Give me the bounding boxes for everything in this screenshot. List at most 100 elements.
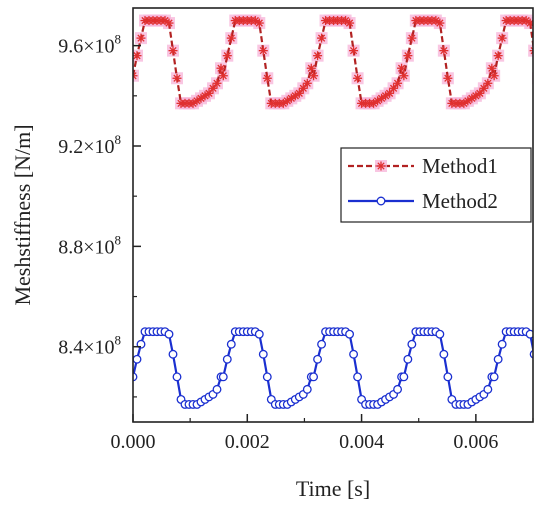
- data-point: [168, 46, 178, 56]
- asterisk-stroke: [480, 84, 488, 92]
- data-point: [302, 78, 312, 88]
- asterisk-stroke: [488, 64, 496, 72]
- asterisk-stroke: [393, 79, 402, 87]
- data-point: [393, 384, 403, 394]
- data-point: [403, 354, 413, 364]
- data-point: [298, 83, 308, 93]
- data-point: [439, 349, 449, 359]
- data-point: [133, 354, 142, 364]
- data-point: [349, 46, 359, 56]
- asterisk-stroke: [219, 72, 227, 80]
- data-point: [222, 51, 232, 61]
- data-point: [172, 73, 182, 83]
- data-point: [399, 372, 409, 382]
- asterisk-stroke: [476, 89, 484, 97]
- legend-circle-marker: [376, 196, 386, 206]
- data-point: [345, 329, 355, 339]
- asterisk-stroke: [133, 74, 137, 80]
- data-point: [493, 51, 503, 61]
- data-point: [479, 83, 489, 93]
- data-point: [443, 372, 453, 382]
- y-tick-label: 8.4×108: [58, 333, 121, 359]
- data-point: [313, 354, 323, 364]
- asterisk-stroke: [295, 89, 303, 97]
- y-tick-label: 9.6×108: [58, 32, 121, 58]
- data-point: [212, 384, 222, 394]
- data-point: [212, 78, 222, 88]
- data-point: [389, 83, 399, 93]
- data-point: [475, 88, 485, 98]
- asterisk-stroke: [309, 72, 318, 80]
- data-point: [309, 372, 319, 382]
- data-point: [529, 47, 533, 55]
- y-axis-label: Meshstiffness [N/m]: [10, 124, 35, 305]
- data-point: [439, 46, 449, 56]
- series-method1: [133, 14, 533, 110]
- legend-label-method2: Method2: [422, 189, 498, 213]
- legend-circle: [376, 196, 386, 206]
- data-point: [254, 329, 264, 339]
- data-point: [443, 73, 453, 83]
- data-point: [493, 354, 503, 364]
- data-point: [208, 83, 218, 93]
- y-tick-label: 9.2×108: [58, 132, 121, 158]
- asterisk-stroke: [530, 50, 533, 55]
- asterisk-stroke: [432, 16, 440, 25]
- asterisk-stroke: [490, 72, 498, 80]
- data-point: [133, 372, 138, 382]
- asterisk-stroke: [205, 89, 213, 97]
- legend-asterisk-marker: [375, 160, 387, 172]
- data-point: [164, 329, 174, 339]
- data-point: [525, 329, 533, 339]
- asterisk-stroke: [345, 19, 354, 27]
- asterisk-stroke: [303, 79, 311, 87]
- asterisk-stroke: [173, 74, 181, 82]
- data-point: [313, 51, 323, 61]
- asterisk-stroke: [317, 34, 326, 42]
- data-point: [222, 354, 232, 364]
- asterisk-stroke: [404, 52, 412, 60]
- data-point: [258, 46, 268, 56]
- data-point: [226, 33, 236, 43]
- data-point: [306, 63, 316, 73]
- data-point: [393, 78, 403, 88]
- x-tick-label: 0.000: [111, 431, 156, 453]
- asterisk-stroke: [251, 16, 259, 25]
- data-point: [487, 63, 497, 73]
- asterisk-stroke: [299, 84, 307, 92]
- data-point: [403, 51, 413, 61]
- data-point: [483, 78, 493, 88]
- asterisk-stroke: [213, 79, 221, 87]
- data-point: [254, 18, 264, 28]
- asterisk-stroke: [349, 47, 358, 55]
- data-point: [309, 71, 319, 81]
- asterisk-stroke: [385, 89, 394, 97]
- data-point: [345, 18, 355, 28]
- data-point: [399, 71, 409, 81]
- data-point: [407, 339, 417, 349]
- asterisk-stroke: [377, 162, 385, 170]
- data-point: [317, 339, 327, 349]
- data-point: [349, 349, 359, 359]
- y-tick-label: 8.8×108: [58, 232, 121, 258]
- data-point: [262, 73, 272, 83]
- asterisk-stroke: [223, 52, 231, 60]
- asterisk-stroke: [408, 34, 416, 42]
- data-point: [216, 63, 226, 73]
- asterisk-stroke: [209, 84, 217, 92]
- data-point: [317, 33, 327, 43]
- data-point: [489, 372, 499, 382]
- data-point: [258, 349, 268, 359]
- ticks-layer: 0.000 0.002 0.004 0.006 8.4×108 8.8×108 9.2×10…: [58, 32, 534, 453]
- data-point: [497, 339, 507, 349]
- x-tick-label: 0.006: [453, 431, 498, 453]
- asterisk-stroke: [263, 74, 271, 82]
- data-point: [136, 33, 146, 43]
- asterisk-stroke: [397, 64, 406, 72]
- asterisk-stroke: [389, 84, 398, 92]
- data-point: [397, 63, 407, 73]
- asterisk-stroke: [161, 16, 169, 25]
- asterisk-stroke: [484, 79, 492, 87]
